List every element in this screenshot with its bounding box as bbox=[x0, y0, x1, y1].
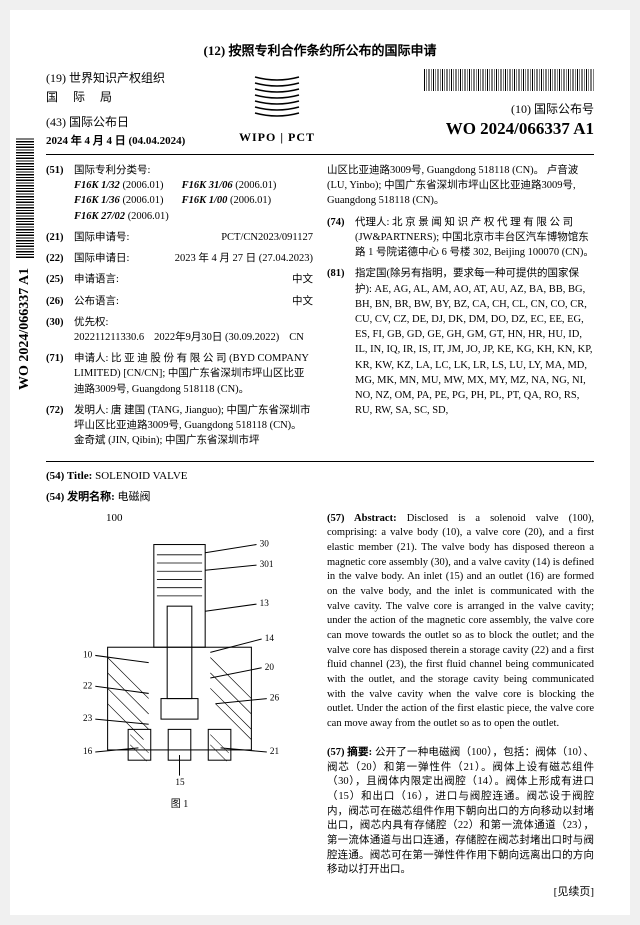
spine-label: WO 2024/066337 A1 bbox=[16, 138, 34, 390]
wipo-logo-icon bbox=[249, 69, 305, 125]
callout-21: 21 bbox=[270, 746, 280, 756]
ipc-list: F16K 1/32 (2006.01) F16K 31/06 (2006.01)… bbox=[74, 178, 313, 224]
biblio-columns: (51) 国际专利分类号: F16K 1/32 (2006.01) F16K 3… bbox=[46, 163, 594, 455]
org-name: (19) 世界知识产权组织 bbox=[46, 69, 231, 86]
header-row: (19) 世界知识产权组织 国 际 局 (43) 国际公布日 2024 年 4 … bbox=[46, 69, 594, 148]
callout-14: 14 bbox=[265, 633, 275, 643]
priority-row: 202211211330.6 2022年9月30日 (30.09.2022) C… bbox=[74, 330, 313, 345]
field-30: (30) 优先权: 202211211330.6 2022年9月30日 (30.… bbox=[46, 315, 313, 345]
pubno-label: (10) 国际公布号 bbox=[325, 100, 594, 117]
field-74: (74) 代理人: 北 京 景 闻 知 识 产 权 代 理 有 限 公 司 (J… bbox=[327, 215, 594, 261]
callout-16: 16 bbox=[83, 746, 93, 756]
org-bureau: 国 际 局 bbox=[46, 88, 231, 105]
field-22: (22) 国际申请日:2023 年 4 月 27 日 (27.04.2023) bbox=[46, 251, 313, 266]
field-26: (26) 公布语言:中文 bbox=[46, 294, 313, 309]
figure-caption: 图 1 bbox=[171, 795, 189, 810]
field-21: (21) 国际申请号:PCT/CN2023/091127 bbox=[46, 230, 313, 245]
callout-20: 20 bbox=[265, 661, 275, 671]
divider bbox=[46, 154, 594, 155]
figure-column: 100 bbox=[46, 512, 313, 879]
title-zh: (54) 发明名称: 电磁阀 bbox=[46, 488, 594, 504]
wipo-logo-block: WIPO | PCT bbox=[239, 69, 315, 145]
header-right: (10) 国际公布号 WO 2024/066337 A1 bbox=[325, 69, 594, 148]
field-72: (72) 发明人: 唐 建国 (TANG, Jianguo); 中国广东省深圳市… bbox=[46, 403, 313, 449]
field-71: (71) 申请人: 比 亚 迪 股 份 有 限 公 司 (BYD COMPANY… bbox=[46, 351, 313, 397]
divider bbox=[46, 461, 594, 462]
abstract-en: (57) Abstract: Disclosed is a solenoid v… bbox=[327, 512, 594, 732]
barcode-icon bbox=[424, 69, 594, 91]
callout-23: 23 bbox=[83, 713, 93, 723]
kind-heading: (12) 按照专利合作条约所公布的国际申请 bbox=[46, 40, 594, 59]
header-left: (19) 世界知识产权组织 国 际 局 (43) 国际公布日 2024 年 4 … bbox=[46, 69, 315, 148]
field-25: (25) 申请语言:中文 bbox=[46, 272, 313, 287]
field-72-cont: 山区比亚迪路3009号, Guangdong 518118 (CN)。 卢音波 … bbox=[327, 163, 594, 209]
lower-section: 100 bbox=[46, 512, 594, 879]
callout-22: 22 bbox=[83, 680, 93, 690]
spine-barcode-icon bbox=[16, 138, 34, 258]
biblio-right: 山区比亚迪路3009号, Guangdong 518118 (CN)。 卢音波 … bbox=[327, 163, 594, 455]
fig-ref-100: 100 bbox=[106, 512, 123, 524]
wipo-pct-text: WIPO | PCT bbox=[239, 130, 315, 145]
title-en: (54) Title: SOLENOID VALVE bbox=[46, 470, 594, 482]
patent-figure: 30 301 13 14 20 26 10 22 23 16 21 15 bbox=[46, 524, 313, 791]
pubdate-label: (43) 国际公布日 bbox=[46, 113, 231, 130]
biblio-left: (51) 国际专利分类号: F16K 1/32 (2006.01) F16K 3… bbox=[46, 163, 313, 455]
callout-10: 10 bbox=[83, 649, 93, 659]
continued-marker: [见续页] bbox=[554, 883, 594, 899]
callout-13: 13 bbox=[260, 598, 270, 608]
patent-front-page: (12) 按照专利合作条约所公布的国际申请 (19) 世界知识产权组织 国 际 … bbox=[10, 10, 630, 915]
field-51: (51) 国际专利分类号: F16K 1/32 (2006.01) F16K 3… bbox=[46, 163, 313, 224]
callout-301: 301 bbox=[260, 559, 274, 569]
abstract-zh: (57) 摘要: 公开了一种电磁阀（100），包括：阀体（10）、阀芯（20）和… bbox=[327, 746, 594, 878]
publication-number: WO 2024/066337 A1 bbox=[325, 119, 594, 139]
pubdate-value: 2024 年 4 月 4 日 (04.04.2024) bbox=[46, 132, 231, 148]
field-81: (81) 指定国(除另有指明，要求每一种可提供的国家保护): AE, AG, A… bbox=[327, 266, 594, 418]
callout-26: 26 bbox=[270, 692, 280, 702]
callout-30: 30 bbox=[260, 538, 270, 548]
abstract-column: (57) Abstract: Disclosed is a solenoid v… bbox=[327, 512, 594, 879]
callout-15: 15 bbox=[175, 776, 185, 786]
